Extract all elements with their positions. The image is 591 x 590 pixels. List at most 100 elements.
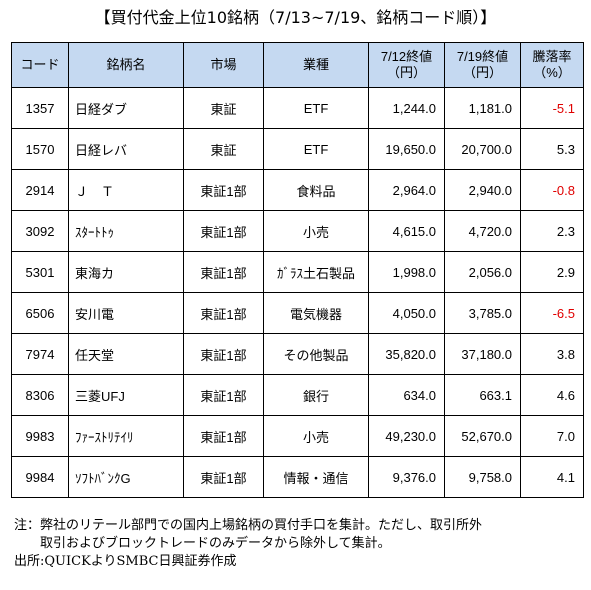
header-price-0719-label: 7/19終値 [456, 49, 509, 64]
cell-change: 5.3 [520, 128, 584, 170]
cell-change: 4.1 [520, 456, 584, 498]
cell-price-0712: 9,376.0 [368, 456, 445, 498]
cell-price-0719: 2,940.0 [444, 169, 521, 211]
header-price-0719: 7/19終値 （円） [444, 42, 521, 88]
footnotes: 注：弊社のリテール部門での国内上場銘柄の買付手口を集計。ただし、取引所外 取引お… [14, 517, 482, 571]
cell-code: 1357 [11, 87, 69, 129]
cell-name: Ｊ Ｔ [68, 169, 184, 211]
header-sector: 業種 [263, 42, 369, 88]
cell-code: 2914 [11, 169, 69, 211]
cell-sector: 食料品 [263, 169, 369, 211]
cell-price-0712: 1,244.0 [368, 87, 445, 129]
header-change-unit: （%） [533, 65, 571, 80]
cell-price-0719: 20,700.0 [444, 128, 521, 170]
cell-market: 東証1部 [183, 292, 264, 334]
cell-market: 東証1部 [183, 374, 264, 416]
cell-change: 7.0 [520, 415, 584, 457]
cell-code: 8306 [11, 374, 69, 416]
cell-code: 6506 [11, 292, 69, 334]
cell-code: 5301 [11, 251, 69, 293]
cell-price-0712: 4,050.0 [368, 292, 445, 334]
cell-price-0719: 9,758.0 [444, 456, 521, 498]
cell-price-0712: 2,964.0 [368, 169, 445, 211]
cell-sector: ｶﾞﾗｽ土石製品 [263, 251, 369, 293]
header-change-label: 騰落率 [532, 49, 572, 64]
cell-price-0719: 663.1 [444, 374, 521, 416]
cell-price-0712: 634.0 [368, 374, 445, 416]
cell-change: -0.8 [520, 169, 584, 211]
cell-price-0719: 37,180.0 [444, 333, 521, 375]
table-row: 6506 安川電 東証1部 電気機器 4,050.0 3,785.0 -6.5 [11, 292, 584, 334]
cell-price-0712: 19,650.0 [368, 128, 445, 170]
cell-price-0719: 52,670.0 [444, 415, 521, 457]
cell-change: 2.3 [520, 210, 584, 252]
cell-price-0712: 4,615.0 [368, 210, 445, 252]
table-row: 9984 ｿﾌﾄﾊﾞﾝｸG 東証1部 情報・通信 9,376.0 9,758.0 4.1 [11, 456, 584, 498]
header-price-0712-unit: （円） [386, 65, 426, 80]
cell-market: 東証1部 [183, 333, 264, 375]
cell-change: 4.6 [520, 374, 584, 416]
cell-market: 東証1部 [183, 415, 264, 457]
cell-sector: 銀行 [263, 374, 369, 416]
cell-name: 任天堂 [68, 333, 184, 375]
cell-market: 東証1部 [183, 169, 264, 211]
cell-sector: その他製品 [263, 333, 369, 375]
header-market: 市場 [183, 42, 264, 88]
table-row: 1357 日経ダブ 東証 ETF 1,244.0 1,181.0 -5.1 [11, 87, 584, 129]
cell-price-0719: 1,181.0 [444, 87, 521, 129]
cell-name: 東海カ [68, 251, 184, 293]
cell-price-0712: 35,820.0 [368, 333, 445, 375]
cell-market: 東証 [183, 87, 264, 129]
cell-code: 9984 [11, 456, 69, 498]
cell-name: ｽﾀｰﾄﾄｩ [68, 210, 184, 252]
cell-market: 東証 [183, 128, 264, 170]
cell-market: 東証1部 [183, 210, 264, 252]
cell-market: 東証1部 [183, 456, 264, 498]
cell-price-0719: 4,720.0 [444, 210, 521, 252]
cell-name: 日経レバ [68, 128, 184, 170]
cell-name: ﾌｧｰｽﾄﾘﾃｲﾘ [68, 415, 184, 457]
cell-name: 三菱UFJ [68, 374, 184, 416]
cell-sector: 小売 [263, 210, 369, 252]
cell-change: 3.8 [520, 333, 584, 375]
header-code: コード [11, 42, 69, 88]
cell-code: 3092 [11, 210, 69, 252]
cell-sector: ETF [263, 87, 369, 129]
cell-change: 2.9 [520, 251, 584, 293]
page-title: 【買付代金上位10銘柄（7/13~7/19、銘柄コード順）】 [94, 8, 497, 27]
table-row: 8306 三菱UFJ 東証1部 銀行 634.0 663.1 4.6 [11, 374, 584, 416]
cell-sector: ETF [263, 128, 369, 170]
ranking-table: コード 銘柄名 市場 業種 7/12終値 （円） 7/19終値 （円） 騰落率 … [11, 42, 584, 498]
cell-sector: 情報・通信 [263, 456, 369, 498]
table-row: 5301 東海カ 東証1部 ｶﾞﾗｽ土石製品 1,998.0 2,056.0 2.9 [11, 251, 584, 293]
table-row: 9983 ﾌｧｰｽﾄﾘﾃｲﾘ 東証1部 小売 49,230.0 52,670.0 7.0 [11, 415, 584, 457]
table-row: 1570 日経レバ 東証 ETF 19,650.0 20,700.0 5.3 [11, 128, 584, 170]
cell-price-0712: 49,230.0 [368, 415, 445, 457]
cell-price-0719: 3,785.0 [444, 292, 521, 334]
footnote-line-1: 注：弊社のリテール部門での国内上場銘柄の買付手口を集計。ただし、取引所外 [14, 518, 483, 533]
footnote-line-2: 取引およびブロックトレードのみデータから除外して集計。 [40, 536, 391, 551]
cell-change: -5.1 [520, 87, 584, 129]
table-row: 7974 任天堂 東証1部 その他製品 35,820.0 37,180.0 3.8 [11, 333, 584, 375]
cell-code: 9983 [11, 415, 69, 457]
table-row: 2914 Ｊ Ｔ 東証1部 食料品 2,964.0 2,940.0 -0.8 [11, 169, 584, 211]
cell-sector: 電気機器 [263, 292, 369, 334]
header-price-0712: 7/12終値 （円） [368, 42, 445, 88]
cell-code: 1570 [11, 128, 69, 170]
cell-change: -6.5 [520, 292, 584, 334]
cell-market: 東証1部 [183, 251, 264, 293]
cell-code: 7974 [11, 333, 69, 375]
cell-name: ｿﾌﾄﾊﾞﾝｸG [68, 456, 184, 498]
header-name: 銘柄名 [68, 42, 184, 88]
header-price-0719-unit: （円） [462, 65, 502, 80]
cell-sector: 小売 [263, 415, 369, 457]
cell-name: 安川電 [68, 292, 184, 334]
footnote-source: 出所:QUICKよりSMBC日興証券作成 [14, 554, 237, 569]
table-header-row: コード 銘柄名 市場 業種 7/12終値 （円） 7/19終値 （円） 騰落率 … [11, 42, 584, 88]
cell-name: 日経ダブ [68, 87, 184, 129]
header-price-0712-label: 7/12終値 [380, 49, 433, 64]
cell-price-0712: 1,998.0 [368, 251, 445, 293]
header-change: 騰落率 （%） [520, 42, 584, 88]
table-row: 3092 ｽﾀｰﾄﾄｩ 東証1部 小売 4,615.0 4,720.0 2.3 [11, 210, 584, 252]
cell-price-0719: 2,056.0 [444, 251, 521, 293]
